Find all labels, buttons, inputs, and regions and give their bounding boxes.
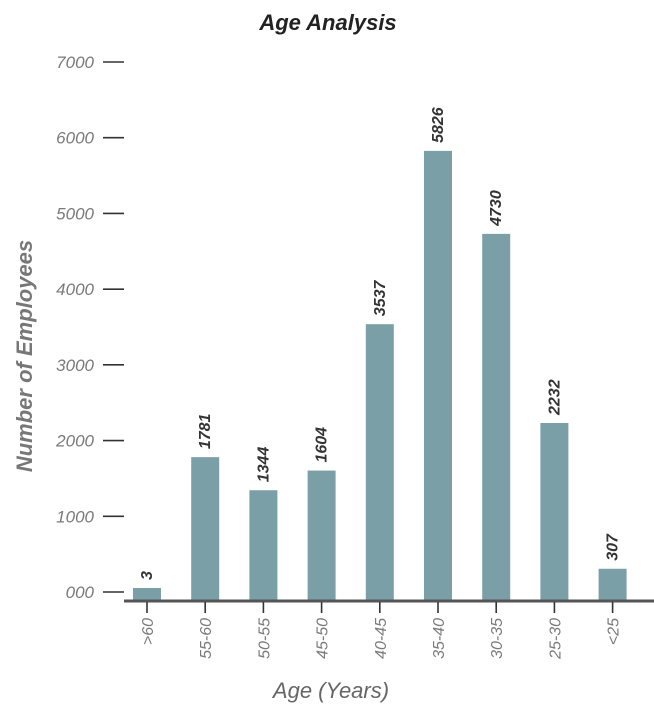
x-tick-label: 25-30 <box>547 618 564 660</box>
bar <box>133 588 161 601</box>
y-tick-label: 1000 <box>56 507 94 526</box>
data-label: 3537 <box>372 280 389 317</box>
chart-title: Age Analysis <box>258 10 396 35</box>
data-label: 1604 <box>314 427 331 463</box>
data-label: 1781 <box>197 413 214 449</box>
y-tick-label: 7000 <box>56 53 94 72</box>
y-tick-label: 4000 <box>56 280 94 299</box>
bar <box>540 423 569 601</box>
x-tick-label: 35-40 <box>431 618 448 659</box>
x-tick-label: 45-50 <box>315 618 332 659</box>
bars-group <box>133 150 627 602</box>
y-tick-label: 3000 <box>56 356 94 375</box>
bar <box>191 457 220 601</box>
x-tick-label: 50-55 <box>256 618 273 659</box>
x-tick-label: <25 <box>606 618 623 645</box>
data-label: 4730 <box>488 190 505 227</box>
bar <box>424 150 452 602</box>
data-label: 2232 <box>546 379 563 416</box>
data-label: 1344 <box>255 447 272 483</box>
y-axis-title: Number of Employees <box>12 240 37 472</box>
data-labels-group: 3 1781 1344 1604 3537 5826 4730 2232 307 <box>139 107 622 580</box>
bar <box>307 470 336 601</box>
bar <box>598 568 627 601</box>
data-label: 307 <box>605 533 622 561</box>
bar <box>365 324 394 601</box>
x-axis: >60 55-60 50-55 45-50 40-45 35-40 30-35 25-30 <2… <box>124 599 654 660</box>
y-tick-label: 2000 <box>55 432 94 451</box>
y-tick-label: 000 <box>66 583 95 602</box>
bar <box>249 490 278 601</box>
y-tick-label: 5000 <box>56 204 94 223</box>
bar <box>482 233 511 601</box>
x-tick-label: 30-35 <box>489 618 506 659</box>
x-axis-title: Age (Years) <box>271 678 389 703</box>
data-label: 3 <box>139 571 156 580</box>
x-tick-label: 40-45 <box>373 618 390 659</box>
y-axis: 000 1000 2000 3000 4000 5000 6000 7000 <box>55 53 124 602</box>
x-tick-label: >60 <box>140 618 157 645</box>
data-label: 5826 <box>430 107 447 143</box>
y-tick-label: 6000 <box>56 129 94 148</box>
x-tick-label: 55-60 <box>198 618 215 659</box>
